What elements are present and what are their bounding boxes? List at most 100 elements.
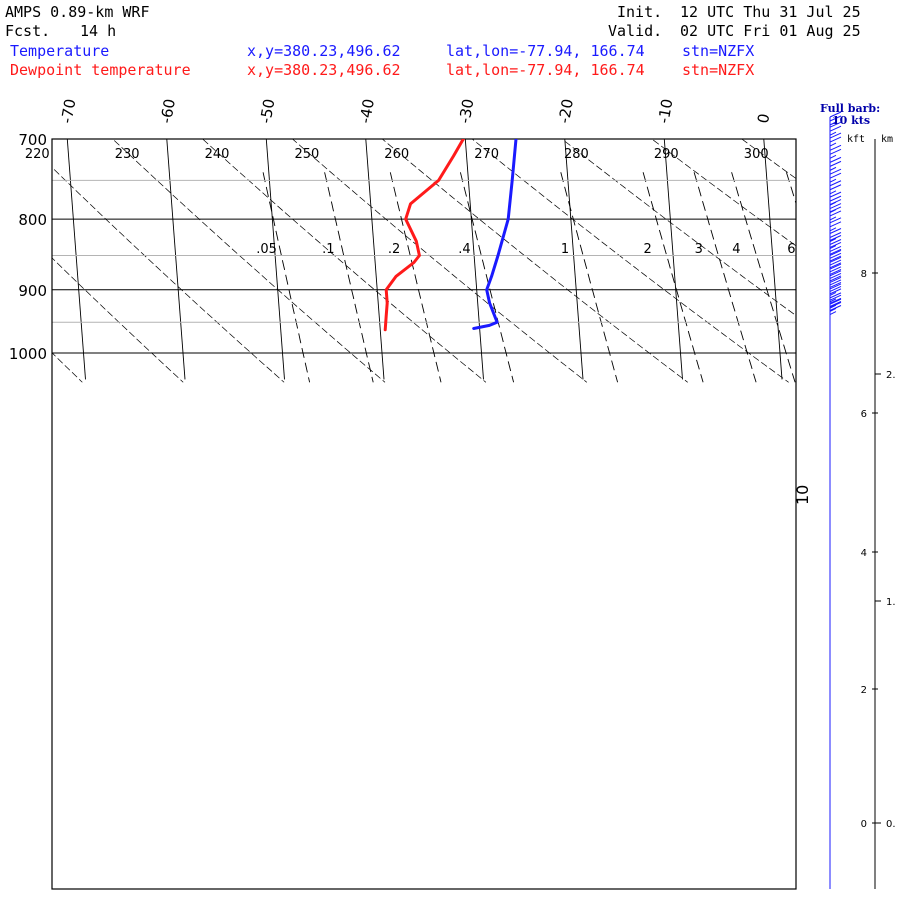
- wind-barb-flag: [829, 259, 842, 266]
- pressure-tick-label: 700: [18, 131, 47, 149]
- wind-barb-flag: [829, 279, 842, 286]
- isotherm-tick-label: -70: [58, 97, 80, 124]
- wind-barb-flag: [829, 184, 842, 191]
- isotherm-tick-label: -30: [456, 97, 478, 124]
- isotherm-line: [663, 139, 683, 380]
- mixing-ratio-lines: [262, 172, 796, 383]
- mixing-ratio-tick-label: 1: [561, 242, 569, 257]
- legend-dewpoint-stn: stn=NZFX: [682, 61, 755, 79]
- wind-barb-flag: [829, 301, 842, 307]
- theta-tick-label: 240: [205, 147, 230, 162]
- dry-adiabat-line: [561, 139, 796, 316]
- mixing-ratio-line: [642, 172, 704, 383]
- wind-barb-flag: [829, 268, 842, 275]
- wind-barb-flag: [829, 232, 842, 238]
- profile-series: [383, 139, 518, 332]
- height-scale: 8 6 4 2 0 2. 1. 0.: [861, 269, 896, 830]
- wind-barb-flag: [829, 288, 842, 295]
- wind-barb-half-flag: [829, 166, 837, 171]
- wind-barb-flag: [829, 210, 842, 217]
- wind-barb-flag: [829, 283, 842, 290]
- isotherm-tick-label: -20: [555, 97, 577, 124]
- isotherm-tick-label: -40: [356, 97, 378, 124]
- mixing-ratio-line: [262, 172, 311, 383]
- wind-barb-flag: [829, 276, 842, 283]
- wind-barb: [829, 168, 842, 197]
- wind-barb-half-flag: [829, 209, 837, 214]
- wind-barb-half-flag: [829, 190, 837, 195]
- dewpoint-temperature-line: [383, 139, 465, 332]
- mixing-ratio-line: [389, 172, 442, 383]
- dry-adiabat-line: [651, 139, 796, 247]
- isotherm-line: [66, 139, 86, 380]
- init-time: 12 UTC Thu 31 Jul 25: [680, 3, 861, 21]
- legend-temperature-stn: stn=NZFX: [682, 42, 755, 60]
- isotherm-tick-label: 0: [754, 112, 773, 125]
- wind-barb-flag: [829, 217, 842, 224]
- wind-barb-flag: [829, 249, 842, 256]
- legend-temperature-latlon: lat,lon=-77.94, 166.74: [446, 42, 645, 60]
- wind-barb: [829, 111, 842, 139]
- wind-barb-flag: [829, 272, 842, 279]
- dry-adiabat-line: [845, 85, 900, 382]
- theta-tick-label: 260: [384, 147, 409, 162]
- valid-time: 02 UTC Fri 01 Aug 25: [680, 22, 861, 40]
- wind-barb-half-flag: [829, 245, 837, 249]
- isotherm-line: [166, 139, 186, 380]
- mixing-ratio-tick-label: 3: [695, 242, 703, 257]
- wind-barb-flag: [829, 121, 842, 128]
- temperature-line: [472, 139, 518, 330]
- isotherm-line: [859, 85, 881, 379]
- wind-barb-flag: [829, 301, 842, 308]
- wind-barb-half-flag: [829, 292, 837, 296]
- wind-barb-flag: [829, 298, 842, 305]
- wind-panel-title: Full barb:: [820, 102, 881, 115]
- isotherm-line: [265, 139, 285, 380]
- isotherm-line: [564, 139, 584, 380]
- wind-barb-flag: [829, 248, 842, 255]
- dry-adiabat-line: [471, 139, 789, 383]
- wind-barb-flag: [829, 136, 842, 143]
- mixing-ratio-tick-label: .4: [458, 242, 470, 257]
- wind-barb-flag: [829, 256, 842, 263]
- pressure-tick-label: 900: [18, 282, 47, 300]
- wind-barb-half-flag: [829, 227, 837, 232]
- model-title: AMPS 0.89-km WRF: [5, 3, 150, 21]
- wind-barb-flag: [829, 255, 842, 262]
- wind-barb-half-flag: [829, 307, 837, 312]
- isotherm-line: [365, 139, 385, 380]
- legend-temperature-name: Temperature: [10, 42, 110, 60]
- wind-barb-flag: [829, 292, 842, 299]
- wind-barb-flag: [829, 203, 842, 210]
- wind-barb-flag: [829, 241, 842, 248]
- wind-barb-flag: [829, 191, 842, 198]
- wind-barb-half-flag: [829, 238, 837, 242]
- wind-barb-flag: [829, 252, 842, 259]
- mixing-ratio-line: [731, 172, 796, 383]
- wind-barb-flag: [829, 115, 842, 122]
- wind-barb-half-flag: [829, 178, 837, 183]
- wind-barb-flag: [829, 180, 842, 187]
- pressure-tick-label: 1000: [9, 345, 47, 363]
- wind-barb-flag: [829, 168, 842, 175]
- mixing-ratio-line: [560, 172, 619, 383]
- wind-barb-flag: [829, 172, 842, 179]
- mixing-ratio-tick-label: .1: [322, 242, 334, 257]
- mixing-ratio-line: [693, 172, 757, 383]
- mixing-ratio-tick-label: 4: [732, 242, 740, 257]
- wind-barbs: [829, 111, 842, 329]
- dry-adiabat-line: [52, 166, 285, 383]
- dry-adiabat-line: [741, 139, 796, 179]
- forecast-label: Fcst.: [5, 22, 51, 40]
- wind-barb-flag: [829, 239, 842, 245]
- dry-adiabat-line: [112, 139, 386, 383]
- theta-tick-label: 300: [744, 147, 769, 162]
- kft-tick-label: 2: [861, 685, 867, 696]
- wind-barb-half-flag: [829, 154, 837, 159]
- mixing-ratio-tick-label: .05: [256, 242, 277, 257]
- wind-barb-half-flag: [829, 304, 837, 309]
- theta-tick-label: 280: [564, 147, 589, 162]
- wind-barb-flag: [829, 160, 842, 167]
- km-tick-label: 1.: [886, 597, 896, 608]
